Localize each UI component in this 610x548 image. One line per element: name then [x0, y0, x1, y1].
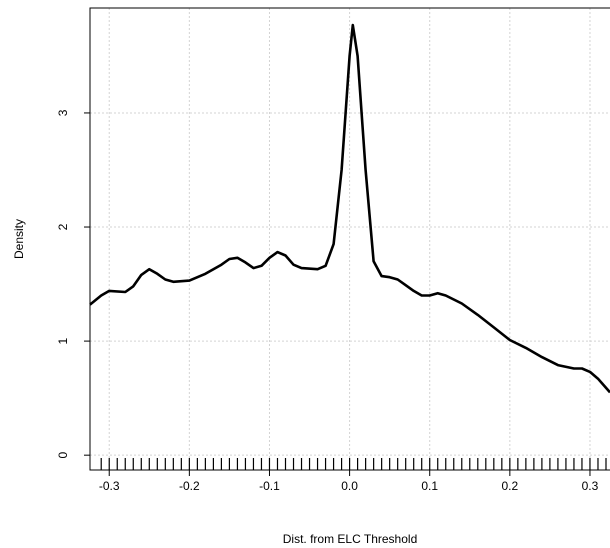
y-tick-label: 3 — [56, 109, 70, 116]
x-axis-title: Dist. from ELC Threshold — [283, 532, 418, 546]
y-tick-label: 2 — [56, 223, 70, 230]
x-tick-label: 0.2 — [502, 479, 519, 493]
x-tick-label: 0.0 — [341, 479, 358, 493]
x-tick-label: -0.2 — [179, 479, 200, 493]
x-tick-label: 0.3 — [582, 479, 599, 493]
density-line — [89, 23, 610, 394]
x-tick-label: -0.1 — [259, 479, 280, 493]
y-tick-label: 1 — [56, 337, 70, 344]
x-tick-label: 0.1 — [421, 479, 438, 493]
y-tick-label: 0 — [56, 452, 70, 459]
x-tick-label: -0.3 — [99, 479, 120, 493]
y-axis-title: Density — [12, 219, 26, 259]
